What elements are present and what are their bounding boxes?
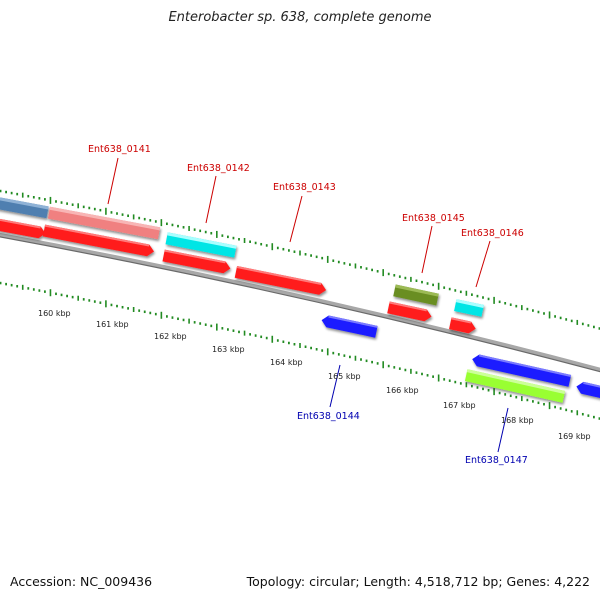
gene-Ent638_0143-arrow[interactable] (234, 266, 328, 296)
forward-gene-arrow[interactable] (387, 301, 433, 323)
scale-label-169-kbp: 169 kbp (558, 432, 591, 441)
page-title: Enterobacter sp. 638, complete genome (168, 10, 432, 25)
gene-label-Ent638_0142[interactable]: Ent638_0142 (187, 163, 250, 174)
scale-label-168-kbp: 168 kbp (501, 416, 534, 425)
inner-tick-ring (0, 281, 600, 420)
genome-summary: Topology: circular; Length: 4,518,712 bp… (246, 574, 590, 589)
forward-gene-arrow[interactable] (449, 317, 477, 334)
gene-label-Ent638_0143[interactable]: Ent638_0143 (273, 182, 336, 193)
gene-Ent638_0141-block[interactable] (47, 206, 161, 240)
forward-gene-arrow[interactable] (42, 224, 155, 258)
gene-label-Ent638_0147[interactable]: Ent638_0147 (465, 455, 528, 466)
genome-backbone (0, 232, 600, 372)
reverse-gene-arrow[interactable] (471, 353, 572, 387)
scale-label-163-kbp: 163 kbp (212, 345, 245, 354)
gene-label-Ent638_0141[interactable]: Ent638_0141 (88, 144, 151, 155)
gene-Ent638_0146-block[interactable] (454, 299, 484, 317)
scale-label-164-kbp: 164 kbp (270, 358, 303, 367)
outer-tick-ring (0, 189, 600, 330)
gene-label-Ent638_0145[interactable]: Ent638_0145 (402, 213, 465, 224)
reverse-callouts (329, 364, 509, 453)
gene-label-Ent638_0146[interactable]: Ent638_0146 (461, 228, 524, 239)
scale-label-162-kbp: 162 kbp (154, 332, 187, 341)
reverse-gene-arrow[interactable] (575, 381, 600, 401)
gene-Ent638_0147-block[interactable] (464, 369, 566, 403)
scale-label-160-kbp: 160 kbp (38, 309, 71, 318)
gene-Ent638_0142-block[interactable] (165, 232, 237, 258)
accession-label: Accession: NC_009436 (10, 574, 153, 589)
gene-Ent638_0145-block[interactable] (393, 284, 439, 306)
forward-gene-arrow[interactable] (0, 216, 47, 240)
forward-gene-arrow[interactable] (162, 249, 231, 275)
feature-block-steelblue[interactable] (0, 195, 49, 219)
scale-label-161-kbp: 161 kbp (96, 320, 129, 329)
scale-label-165-kbp: 165 kbp (328, 372, 361, 381)
scale-label-166-kbp: 166 kbp (386, 386, 419, 395)
gene-Ent638_0144-arrow[interactable] (320, 314, 378, 338)
gene-label-Ent638_0144[interactable]: Ent638_0144 (297, 411, 360, 422)
genome-backbone-edge (0, 236, 600, 373)
forward-callouts (107, 157, 491, 288)
scale-label-167-kbp: 167 kbp (443, 401, 476, 410)
